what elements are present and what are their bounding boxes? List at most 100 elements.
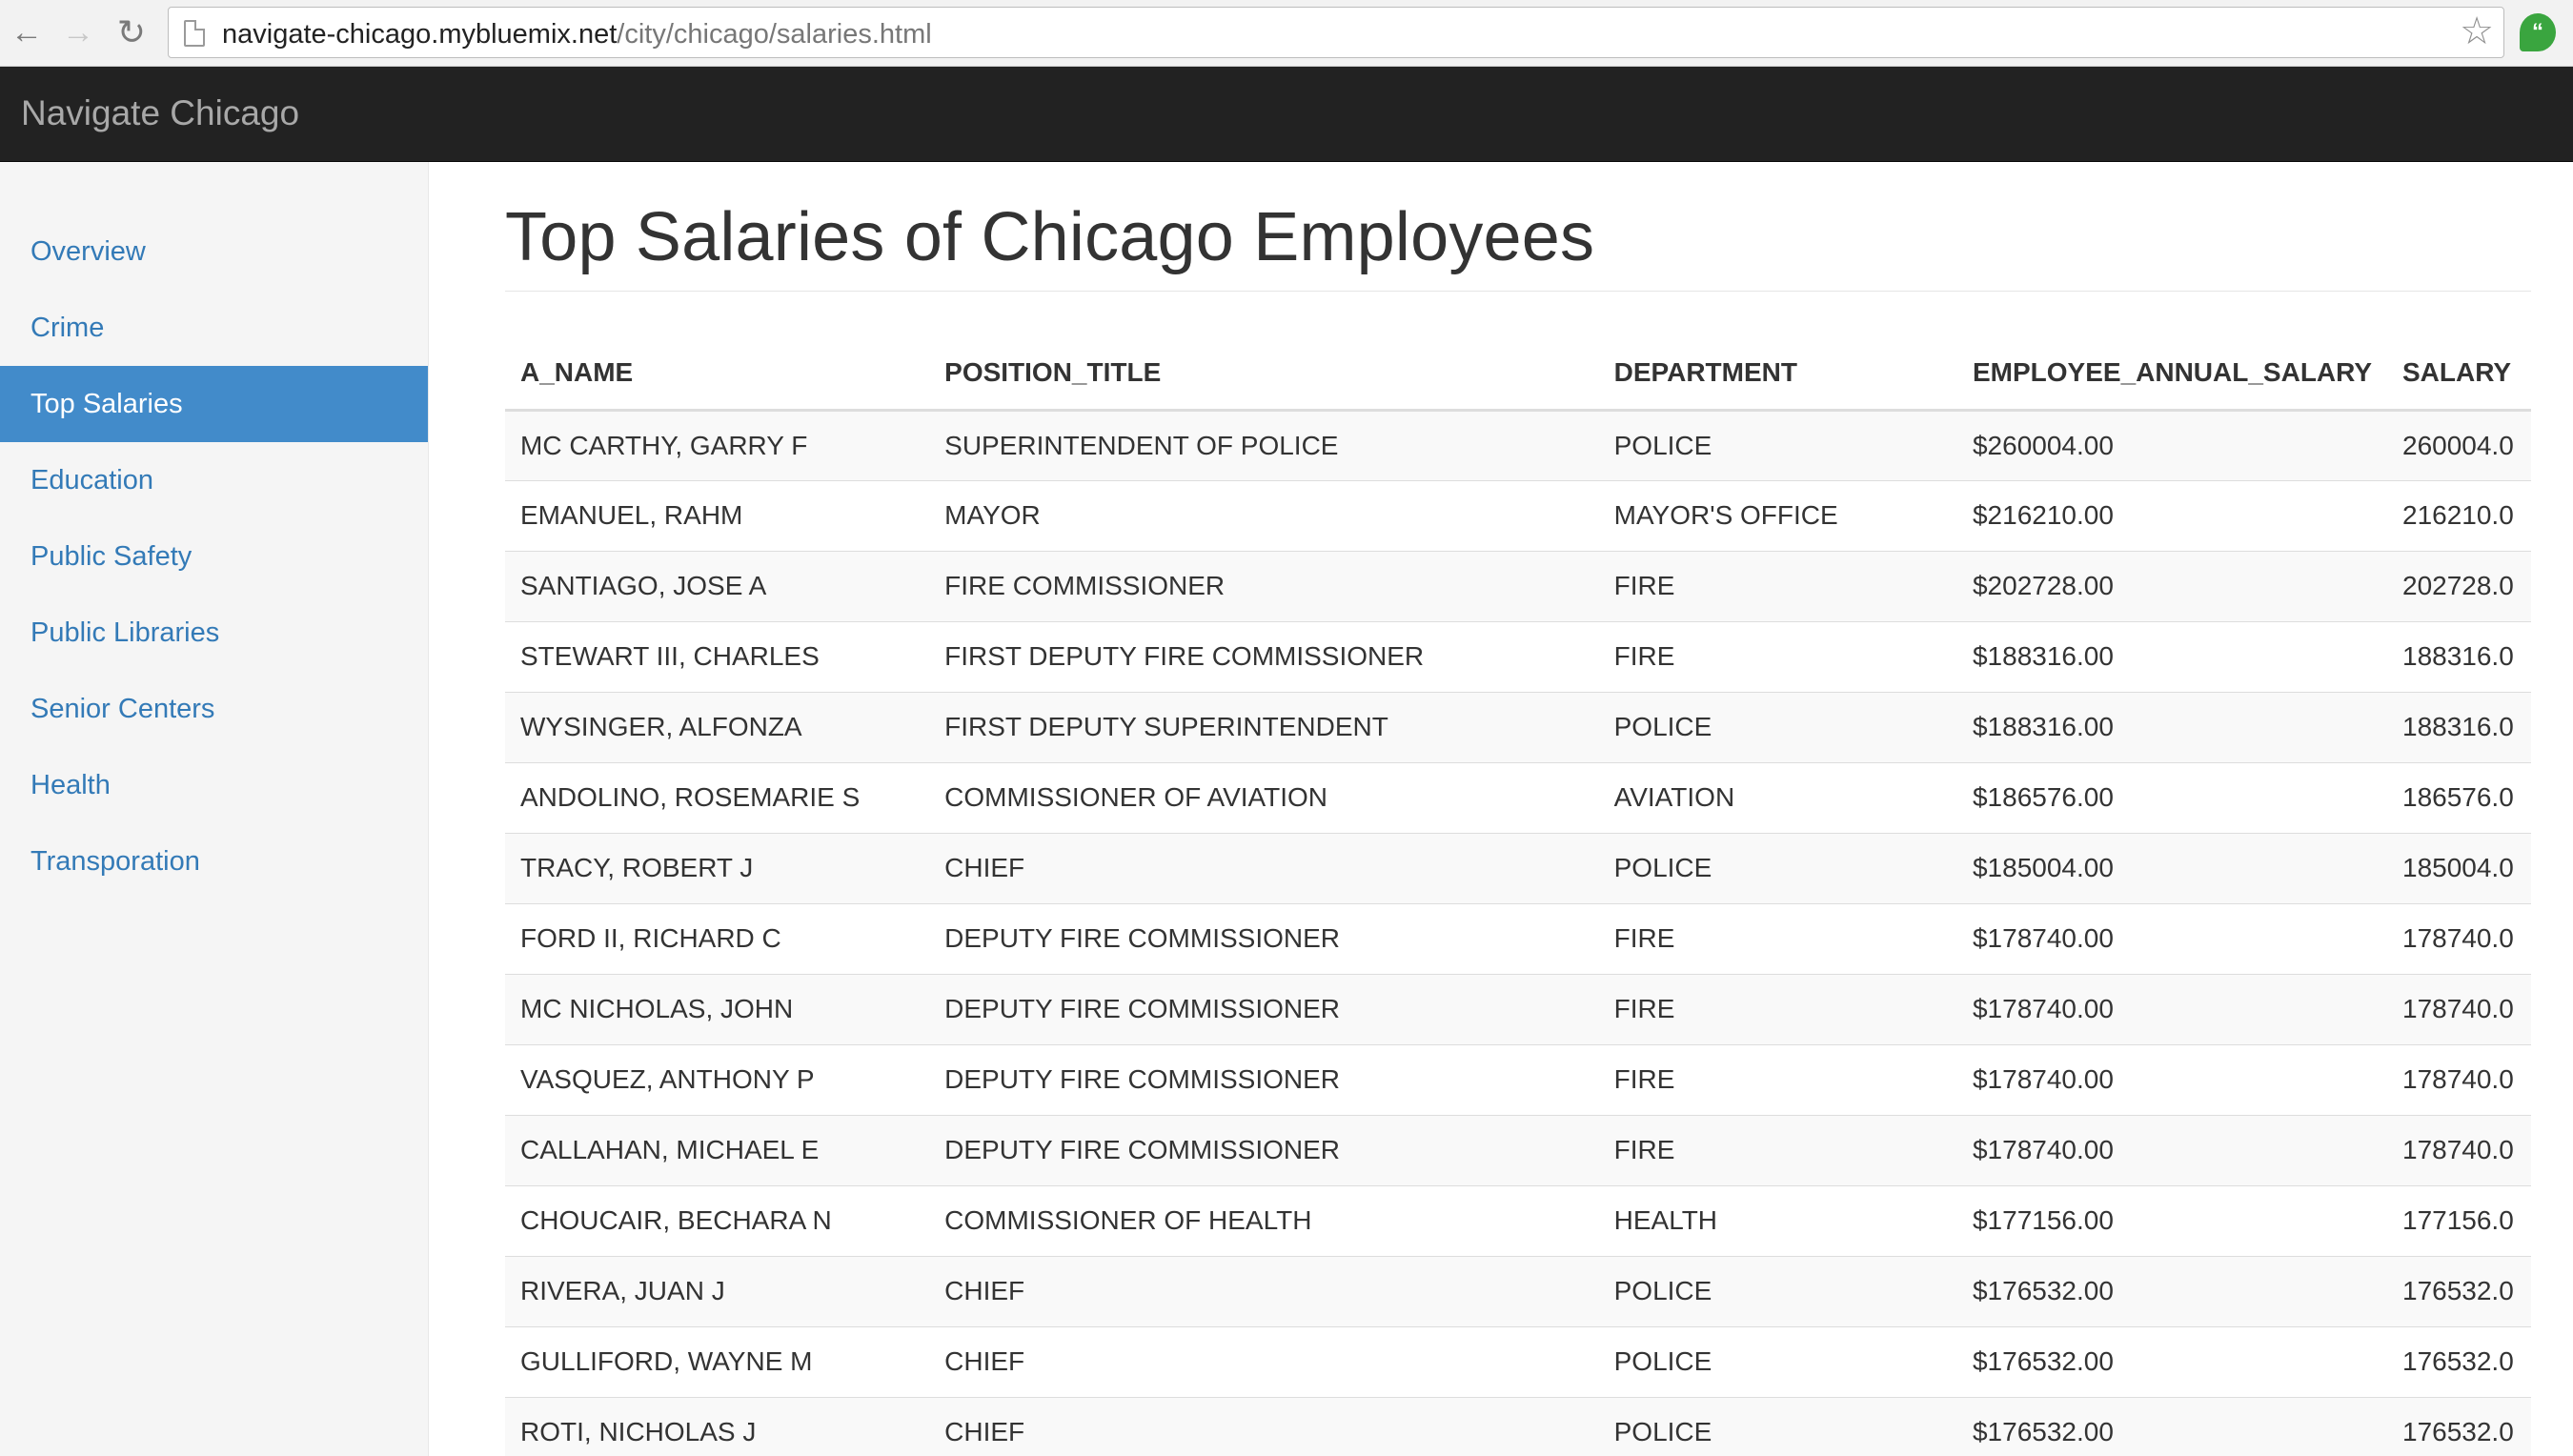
- navbar-brand[interactable]: Navigate Chicago: [21, 93, 300, 132]
- sidebar-item-public-libraries[interactable]: Public Libraries: [30, 617, 220, 648]
- hangouts-icon[interactable]: “: [2520, 13, 2556, 51]
- cell-position-title: COMMISSIONER OF HEALTH: [929, 1184, 1599, 1256]
- sidebar-item-health[interactable]: Health: [30, 770, 111, 800]
- sidebar-item-education[interactable]: Education: [30, 465, 153, 495]
- sidebar: Overview Crime Top Salaries Education Public…: [0, 162, 429, 1456]
- table-row: MC NICHOLAS, JOHN DEPUTY FIRE COMMISSIONE…: [505, 973, 2531, 1044]
- sidebar-item-crime[interactable]: Crime: [30, 313, 105, 343]
- cell-position-title: MAYOR: [929, 479, 1599, 551]
- cell-salary: 188316.0: [2387, 620, 2531, 692]
- table-row: FORD II, RICHARD C DEPUTY FIRE COMMISSION…: [505, 902, 2531, 974]
- sidebar-item: Crime: [0, 290, 428, 366]
- cell-employee-annual-salary: $178740.00: [1956, 973, 2387, 1044]
- cell-a-name: FORD II, RICHARD C: [505, 902, 930, 974]
- cell-a-name: ANDOLINO, ROSEMARIE S: [505, 761, 930, 833]
- cell-salary: 260004.0: [2387, 409, 2531, 480]
- cell-department: AVIATION: [1598, 761, 1957, 833]
- cell-employee-annual-salary: $186576.00: [1956, 761, 2387, 833]
- sidebar-item-public-safety[interactable]: Public Safety: [30, 541, 192, 572]
- cell-employee-annual-salary: $188316.00: [1956, 691, 2387, 762]
- url-text[interactable]: navigate-chicago.mybluemix.net/city/chic…: [222, 19, 932, 51]
- cell-employee-annual-salary: $178740.00: [1956, 1114, 2387, 1185]
- sidebar-item-transporation[interactable]: Transporation: [30, 846, 200, 877]
- cell-a-name: ROTI, NICHOLAS J: [505, 1396, 930, 1456]
- main-content: Top Salaries of Chicago Employees A_NAME…: [505, 162, 2531, 1456]
- sidebar-item: Overview: [0, 213, 428, 290]
- sidebar-item: Education: [0, 442, 428, 518]
- cell-department: POLICE: [1598, 832, 1957, 903]
- cell-a-name: MC NICHOLAS, JOHN: [505, 973, 930, 1044]
- table-row: EMANUEL, RAHM MAYOR MAYOR'S OFFICE $216210.…: [505, 479, 2531, 551]
- cell-salary: 176532.0: [2387, 1325, 2531, 1397]
- cell-department: FIRE: [1598, 550, 1957, 621]
- cell-employee-annual-salary: $216210.00: [1956, 479, 2387, 551]
- title-divider: [505, 291, 2531, 292]
- cell-department: FIRE: [1598, 620, 1957, 692]
- cell-employee-annual-salary: $188316.00: [1956, 620, 2387, 692]
- cell-a-name: CALLAHAN, MICHAEL E: [505, 1114, 930, 1185]
- cell-employee-annual-salary: $178740.00: [1956, 902, 2387, 974]
- cell-salary: 178740.0: [2387, 1043, 2531, 1115]
- cell-department: HEALTH: [1598, 1184, 1957, 1256]
- sidebar-item: Public Libraries: [0, 595, 428, 671]
- table-row: TRACY, ROBERT J CHIEF POLICE $185004.00 1850…: [505, 832, 2531, 903]
- cell-position-title: CHIEF: [929, 832, 1599, 903]
- table-row: STEWART III, CHARLES FIRST DEPUTY FIRE CO…: [505, 620, 2531, 692]
- sidebar-item-senior-centers[interactable]: Senior Centers: [30, 694, 215, 724]
- forward-arrow-icon[interactable]: →: [62, 14, 94, 51]
- cell-a-name: EMANUEL, RAHM: [505, 479, 930, 551]
- salaries-table: A_NAME POSITION_TITLE DEPARTMENT EMPLOYE…: [505, 337, 2531, 1456]
- cell-salary: 178740.0: [2387, 902, 2531, 974]
- cell-salary: 216210.0: [2387, 479, 2531, 551]
- cell-employee-annual-salary: $177156.00: [1956, 1184, 2387, 1256]
- cell-salary: 185004.0: [2387, 832, 2531, 903]
- table-row: ROTI, NICHOLAS J CHIEF POLICE $176532.00 176…: [505, 1396, 2531, 1456]
- cell-a-name: TRACY, ROBERT J: [505, 832, 930, 903]
- sidebar-item-overview[interactable]: Overview: [30, 236, 146, 267]
- back-arrow-icon[interactable]: ←: [10, 14, 43, 51]
- cell-employee-annual-salary: $260004.00: [1956, 409, 2387, 480]
- address-bar[interactable]: navigate-chicago.mybluemix.net/city/chic…: [168, 7, 2504, 58]
- cell-department: FIRE: [1598, 1114, 1957, 1185]
- table-row: MC CARTHY, GARRY F SUPERINTENDENT OF POLI…: [505, 409, 2531, 480]
- header-position-title: POSITION_TITLE: [929, 337, 1599, 412]
- page-icon: [184, 20, 205, 47]
- cell-salary: 178740.0: [2387, 1114, 2531, 1185]
- cell-a-name: WYSINGER, ALFONZA: [505, 691, 930, 762]
- star-icon[interactable]: ☆: [2460, 10, 2494, 52]
- header-department: DEPARTMENT: [1598, 337, 1957, 412]
- cell-position-title: FIRST DEPUTY SUPERINTENDENT: [929, 691, 1599, 762]
- header-salary: SALARY: [2387, 337, 2531, 412]
- cell-salary: 176532.0: [2387, 1396, 2531, 1456]
- cell-a-name: STEWART III, CHARLES: [505, 620, 930, 692]
- table-header-row: A_NAME POSITION_TITLE DEPARTMENT EMPLOYE…: [505, 337, 2531, 412]
- sidebar-item-top-salaries[interactable]: Top Salaries: [0, 366, 428, 442]
- browser-toolbar: ← → ↻ navigate-chicago.mybluemix.net/cit…: [0, 0, 2573, 67]
- cell-salary: 176532.0: [2387, 1255, 2531, 1326]
- cell-position-title: FIRST DEPUTY FIRE COMMISSIONER: [929, 620, 1599, 692]
- cell-employee-annual-salary: $202728.00: [1956, 550, 2387, 621]
- cell-a-name: GULLIFORD, WAYNE M: [505, 1325, 930, 1397]
- cell-department: FIRE: [1598, 973, 1957, 1044]
- header-a-name: A_NAME: [505, 337, 930, 412]
- top-navbar: Navigate Chicago: [0, 67, 2573, 162]
- cell-position-title: SUPERINTENDENT OF POLICE: [929, 409, 1599, 480]
- cell-salary: 177156.0: [2387, 1184, 2531, 1256]
- cell-a-name: SANTIAGO, JOSE A: [505, 550, 930, 621]
- table-row: CALLAHAN, MICHAEL E DEPUTY FIRE COMMISSIO…: [505, 1114, 2531, 1185]
- cell-employee-annual-salary: $185004.00: [1956, 832, 2387, 903]
- url-host: navigate-chicago.mybluemix.net: [222, 19, 618, 50]
- sidebar-item: Top Salaries: [0, 366, 428, 442]
- header-employee-annual-salary: EMPLOYEE_ANNUAL_SALARY: [1956, 337, 2387, 412]
- reload-icon[interactable]: ↻: [116, 12, 147, 51]
- sidebar-item: Health: [0, 747, 428, 823]
- cell-salary: 178740.0: [2387, 973, 2531, 1044]
- sidebar-nav: Overview Crime Top Salaries Education Public…: [0, 162, 428, 900]
- table-row: WYSINGER, ALFONZA FIRST DEPUTY SUPERINTEN…: [505, 691, 2531, 762]
- cell-position-title: DEPUTY FIRE COMMISSIONER: [929, 973, 1599, 1044]
- cell-department: POLICE: [1598, 1396, 1957, 1456]
- cell-a-name: CHOUCAIR, BECHARA N: [505, 1184, 930, 1256]
- cell-a-name: VASQUEZ, ANTHONY P: [505, 1043, 930, 1115]
- cell-salary: 202728.0: [2387, 550, 2531, 621]
- cell-employee-annual-salary: $176532.00: [1956, 1396, 2387, 1456]
